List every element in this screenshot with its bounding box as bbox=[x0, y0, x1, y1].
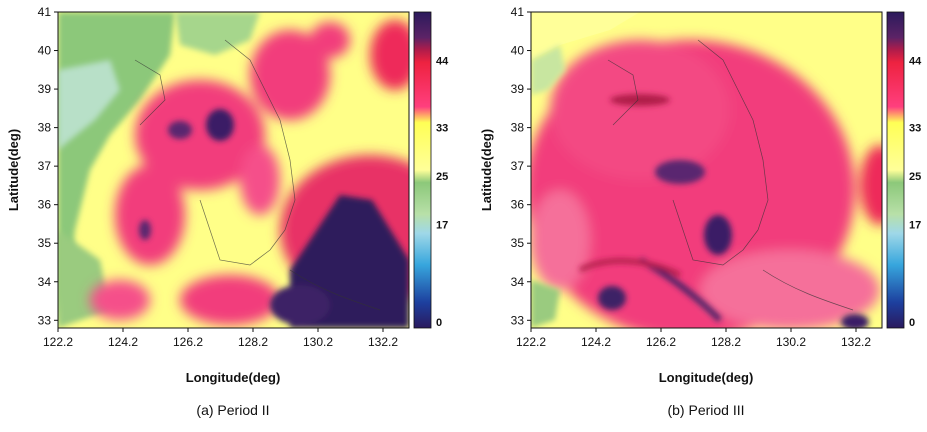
y-tick-label-b: 40 bbox=[511, 44, 525, 58]
y-tick-label-b: 39 bbox=[511, 82, 525, 96]
x-tick-label-b: 124.2 bbox=[581, 335, 611, 349]
y-tick-label-a: 37 bbox=[38, 159, 52, 173]
colorbar-tick-label-a: 25 bbox=[436, 171, 448, 183]
y-tick-label-b: 34 bbox=[511, 275, 525, 289]
heatmap-panel-b: 122.2 124.2 126.2 128.2 130.2 132.2 33 34 35 36 37… bbox=[479, 5, 922, 418]
heatmap-panel-a: 122.2 124.2 126.2 128.2 130.2 132.2 33 34 35 36 37… bbox=[6, 5, 449, 418]
x-tick-label-a: 132.2 bbox=[368, 335, 398, 349]
colorbar-tick-label-b: 33 bbox=[909, 122, 921, 134]
x-tick-label-a: 122.2 bbox=[43, 335, 73, 349]
y-tick-label-a: 38 bbox=[38, 121, 52, 135]
y-tick-label-a: 39 bbox=[38, 82, 52, 96]
y-tick-label-b: 33 bbox=[511, 313, 525, 327]
colorbar-a bbox=[413, 11, 432, 329]
x-tick-label-a: 130.2 bbox=[303, 335, 333, 349]
heatmap-field-b bbox=[531, 12, 882, 328]
colorbar-tick-label-a: 33 bbox=[436, 122, 448, 134]
x-axis-title-a: Longitude(deg) bbox=[186, 370, 281, 385]
y-tick-label-a: 35 bbox=[38, 236, 52, 250]
x-axis-title-b: Longitude(deg) bbox=[659, 370, 754, 385]
colorbar-tick-label-b: 17 bbox=[909, 220, 921, 232]
colorbar-tick-label-a: 0 bbox=[436, 317, 442, 329]
x-tick-label-b: 130.2 bbox=[776, 335, 806, 349]
colorbar-tick-label-b: 0 bbox=[909, 317, 915, 329]
y-tick-label-a: 33 bbox=[38, 313, 52, 327]
y-tick-label-a: 36 bbox=[38, 198, 52, 212]
y-tick-label-a: 41 bbox=[38, 5, 52, 19]
heatmap-field-a bbox=[58, 12, 409, 328]
x-tick-label-a: 124.2 bbox=[108, 335, 138, 349]
y-tick-label-a: 34 bbox=[38, 275, 52, 289]
y-tick-label-b: 41 bbox=[511, 5, 525, 19]
caption-b: (b) Period III bbox=[667, 402, 744, 418]
colorbar-tick-label-b: 44 bbox=[909, 56, 922, 68]
y-axis-title-a: Latitude(deg) bbox=[6, 129, 21, 211]
colorbar-b bbox=[886, 11, 905, 329]
x-tick-label-b: 126.2 bbox=[646, 335, 676, 349]
x-tick-label-a: 126.2 bbox=[173, 335, 203, 349]
x-tick-label-b: 128.2 bbox=[711, 335, 741, 349]
y-tick-label-b: 36 bbox=[511, 198, 525, 212]
y-axis-title-b: Latitude(deg) bbox=[479, 129, 494, 211]
x-tick-label-b: 122.2 bbox=[516, 335, 546, 349]
y-tick-label-b: 38 bbox=[511, 121, 525, 135]
y-tick-label-b: 35 bbox=[511, 236, 525, 250]
colorbar-tick-label-a: 44 bbox=[436, 56, 449, 68]
y-tick-label-b: 37 bbox=[511, 159, 525, 173]
caption-a: (a) Period II bbox=[196, 402, 269, 418]
colorbar-tick-label-a: 17 bbox=[436, 220, 448, 232]
y-tick-label-a: 40 bbox=[38, 44, 52, 58]
x-tick-label-b: 132.2 bbox=[841, 335, 871, 349]
x-tick-label-a: 128.2 bbox=[238, 335, 268, 349]
colorbar-tick-label-b: 25 bbox=[909, 171, 921, 183]
